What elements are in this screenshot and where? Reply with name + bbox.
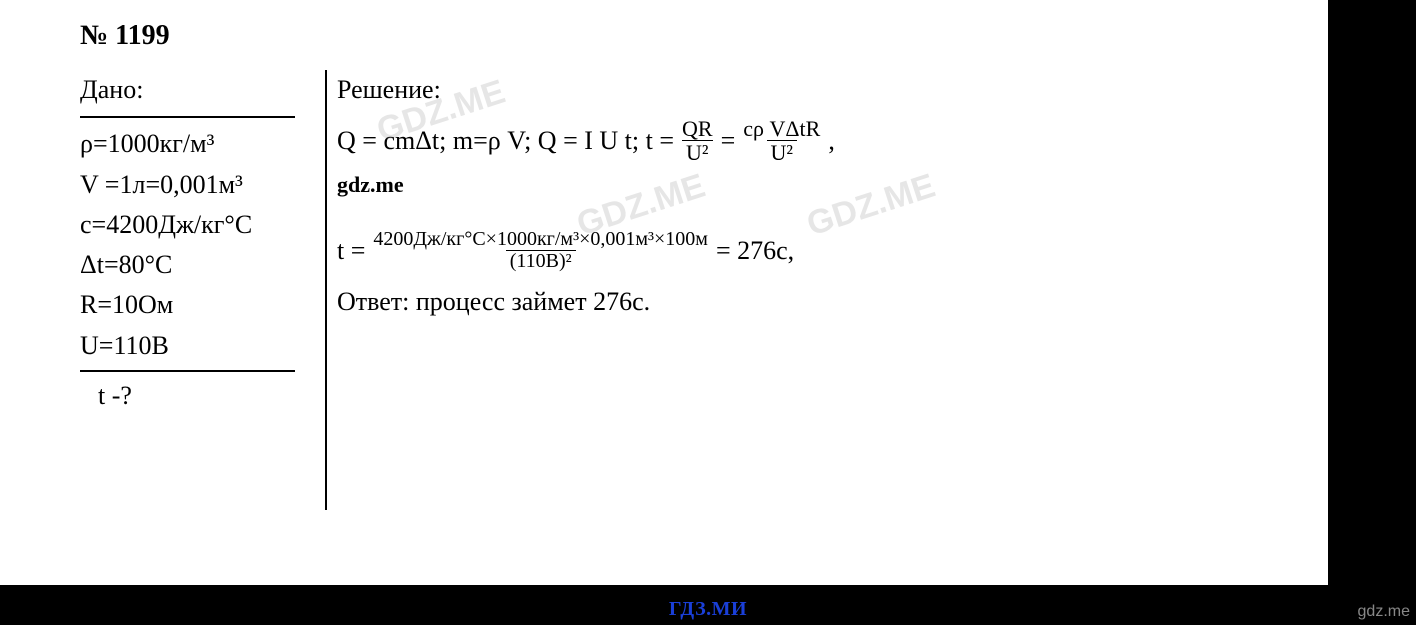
- given-row: c=4200Дж/кг°С: [80, 205, 325, 245]
- fraction-denominator: U²: [767, 140, 797, 164]
- fraction-1: QR U²: [678, 117, 717, 164]
- given-divider-top: [80, 116, 295, 118]
- fraction-denominator: (110В)²: [506, 250, 576, 272]
- solution-title: Решение:: [337, 70, 1248, 109]
- given-row: ρ=1000кг/м³: [80, 124, 325, 164]
- given-title: Дано:: [80, 70, 325, 112]
- problem-layout: Дано: ρ=1000кг/м³ V =1л=0,001м³ c=4200Дж…: [80, 70, 1248, 510]
- fraction-numerator: 4200Дж/кг°С×1000кг/м³×0,001м³×100м: [369, 229, 712, 250]
- solution-column: Решение: Q = cmΔt; m=ρ V; Q = I U t; t =…: [335, 70, 1248, 321]
- find-row: t -?: [80, 376, 325, 416]
- given-column: Дано: ρ=1000кг/м³ V =1л=0,001м³ c=4200Дж…: [80, 70, 325, 416]
- given-row: R=10Ом: [80, 285, 325, 325]
- equation-line-1: Q = cmΔt; m=ρ V; Q = I U t; t = QR U² = …: [337, 117, 1248, 164]
- calc-rhs: = 276с,: [716, 231, 794, 270]
- fraction-denominator: U²: [682, 140, 712, 164]
- given-divider-bottom: [80, 370, 295, 372]
- given-row: Δt=80°С: [80, 245, 325, 285]
- fraction-2: cρ VΔtR U²: [739, 117, 824, 164]
- page: № 1199 Дано: ρ=1000кг/м³ V =1л=0,001м³ c…: [0, 0, 1328, 585]
- bottom-brand-blue: ГДЗ.МИ: [669, 598, 747, 621]
- fraction-numerator: QR: [678, 117, 717, 140]
- fraction-numerator: cρ VΔtR: [739, 117, 824, 140]
- calc-fraction: 4200Дж/кг°С×1000кг/м³×0,001м³×100м (110В…: [369, 229, 712, 272]
- eq-text: =: [721, 121, 736, 160]
- given-body: ρ=1000кг/м³ V =1л=0,001м³ c=4200Дж/кг°С …: [80, 122, 325, 366]
- corner-watermark: gdz.me: [1358, 603, 1410, 621]
- inline-brand: gdz.me: [337, 168, 1248, 201]
- eq-tail: ,: [828, 121, 835, 160]
- calc-lhs: t =: [337, 231, 365, 270]
- problem-number: № 1199: [80, 20, 1248, 52]
- calculation-line: t = 4200Дж/кг°С×1000кг/м³×0,001м³×100м (…: [337, 229, 1248, 272]
- given-row: U=110В: [80, 326, 325, 366]
- answer-line: Ответ: процесс займет 276с.: [337, 282, 1248, 321]
- vertical-separator: [325, 70, 327, 510]
- given-row: V =1л=0,001м³: [80, 165, 325, 205]
- eq-text: Q = cmΔt; m=ρ V; Q = I U t; t =: [337, 121, 674, 160]
